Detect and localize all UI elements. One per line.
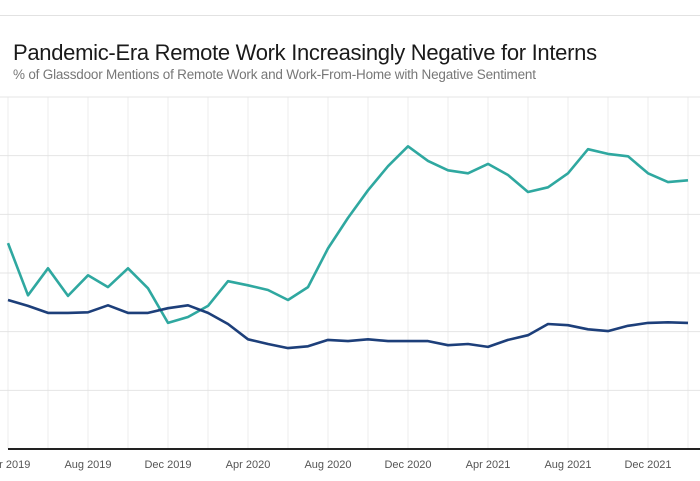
x-tick-label: Aug 2021 (544, 459, 591, 471)
x-tick-label: Aug 2020 (304, 459, 351, 471)
x-tick-label: Apr 2019 (0, 459, 30, 471)
top-divider (0, 15, 700, 16)
x-tick-label: Aug 2019 (64, 459, 111, 471)
series-line-interns (6, 145, 689, 325)
x-tick-label: Dec 2021 (624, 459, 671, 471)
x-tick-label: Apr 2020 (226, 459, 271, 471)
x-tick-label: Dec 2020 (384, 459, 431, 471)
series-line-all-employees (7, 298, 689, 350)
chart-subtitle: % of Glassdoor Mentions of Remote Work a… (13, 67, 536, 82)
chart-title: Pandemic-Era Remote Work Increasingly Ne… (13, 40, 597, 65)
x-tick-label: Dec 2019 (144, 459, 191, 471)
x-tick-label: Apr 2021 (466, 459, 511, 471)
